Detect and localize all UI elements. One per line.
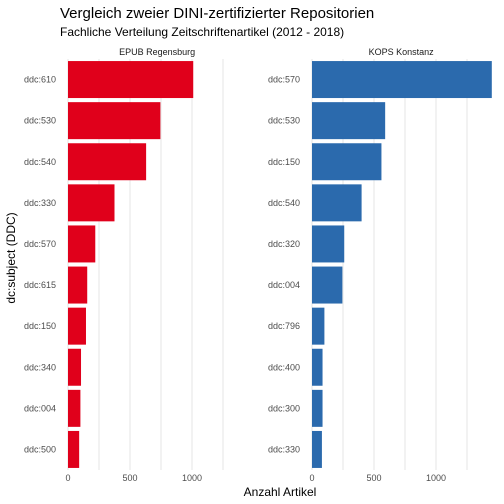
y-tick-label: ddc:570 — [24, 239, 56, 249]
y-tick-label: ddc:150 — [24, 321, 56, 331]
x-tick-label: 500 — [366, 473, 381, 483]
x-axis-title: Anzahl Artikel — [244, 485, 317, 499]
bar-ddc-530 — [312, 102, 386, 140]
y-tick-label: ddc:150 — [268, 157, 300, 167]
y-tick-label: ddc:330 — [24, 198, 56, 208]
bar-ddc-615 — [68, 266, 88, 304]
bar-ddc-300 — [312, 389, 323, 427]
panel-kops-konstanz: KOPS Konstanz 0 500 1000 ddc:570 ddc:530 ddc:1… — [268, 47, 492, 483]
x-tick-label: 1000 — [426, 473, 446, 483]
bar-ddc-400 — [312, 348, 323, 386]
facet-label-kops-konstanz: KOPS Konstanz — [369, 47, 435, 57]
y-tick-label: ddc:796 — [268, 321, 300, 331]
y-axis-title: dc:subject (DDC) — [4, 212, 18, 303]
y-tick-label: ddc:004 — [268, 280, 300, 290]
bar-ddc-330 — [68, 184, 115, 222]
bar-ddc-796 — [312, 307, 325, 345]
y-tick-label: ddc:330 — [268, 444, 300, 454]
y-tick-label: ddc:500 — [24, 444, 56, 454]
bar-ddc-540 — [312, 184, 362, 222]
panel-epub-regensburg: EPUB Regensburg 0 500 1000 ddc:610 ddc:530 ddc… — [24, 47, 224, 483]
bar-ddc-340 — [68, 348, 82, 386]
chart-title: Vergleich zweier DINI-zertifizierter Rep… — [60, 5, 374, 22]
y-tick-label: ddc:610 — [24, 75, 56, 85]
y-tick-label: ddc:340 — [24, 362, 56, 372]
bar-ddc-610 — [68, 61, 194, 99]
x-tick-label: 0 — [65, 473, 70, 483]
bar-ddc-570 — [68, 225, 96, 263]
y-tick-label: ddc:530 — [24, 116, 56, 126]
y-tick-label: ddc:615 — [24, 280, 56, 290]
y-tick-label: ddc:570 — [268, 75, 300, 85]
bar-ddc-004 — [312, 266, 343, 304]
y-tick-label: ddc:530 — [268, 116, 300, 126]
bar-ddc-500 — [68, 430, 80, 468]
y-tick-label: ddc:320 — [268, 239, 300, 249]
x-tick-label: 500 — [122, 473, 137, 483]
bar-ddc-570 — [312, 61, 492, 99]
facet-label-epub-regensburg: EPUB Regensburg — [119, 47, 195, 57]
x-tick-label: 1000 — [182, 473, 202, 483]
y-tick-label: ddc:540 — [24, 157, 56, 167]
y-tick-label: ddc:400 — [268, 362, 300, 372]
y-tick-label: ddc:300 — [268, 403, 300, 413]
y-tick-label: ddc:540 — [268, 198, 300, 208]
bar-ddc-320 — [312, 225, 345, 263]
y-tick-label: ddc:004 — [24, 403, 56, 413]
bar-ddc-540 — [68, 143, 147, 181]
bar-ddc-150 — [68, 307, 86, 345]
chart-subtitle: Fachliche Verteilung Zeitschriftenartike… — [60, 25, 344, 39]
x-tick-label: 0 — [309, 473, 314, 483]
bar-ddc-330 — [312, 430, 322, 468]
bar-ddc-004 — [68, 389, 81, 427]
bar-ddc-530 — [68, 102, 161, 140]
bar-ddc-150 — [312, 143, 382, 181]
